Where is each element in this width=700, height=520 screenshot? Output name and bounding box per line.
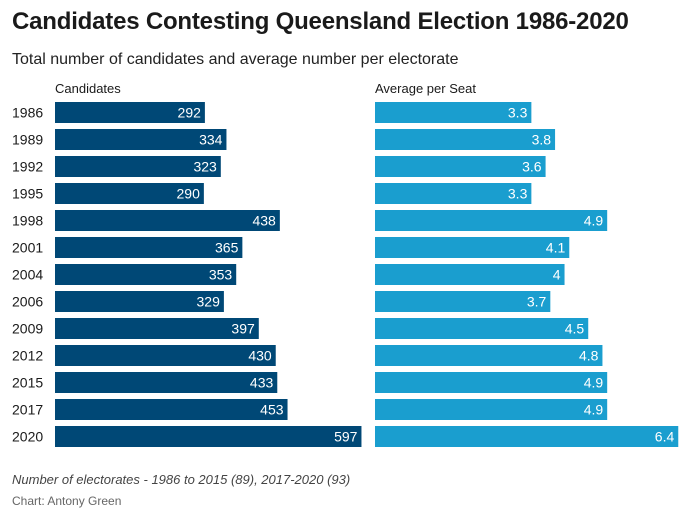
average-value-label: 3.8 [532,132,552,148]
average-value-label: 3.3 [508,105,528,121]
year-tick-label: 2001 [12,240,43,256]
candidates-bar [55,345,276,366]
average-bar [375,399,608,420]
candidates-bar [55,291,224,312]
candidates-bar [55,156,221,177]
average-value-label: 4.9 [584,213,604,229]
candidates-bar [55,318,259,339]
candidates-bar [55,102,205,123]
candidates-value-label: 433 [250,375,274,391]
year-tick-label: 2012 [12,348,43,364]
candidates-value-label: 334 [199,132,223,148]
average-bar [375,102,532,123]
year-tick-label: 2009 [12,321,43,337]
year-tick-label: 1986 [12,105,43,121]
average-value-label: 3.7 [527,294,547,310]
candidates-bar [55,210,280,231]
candidates-value-label: 453 [260,402,284,418]
year-tick-label: 2020 [12,429,43,445]
average-bar [375,129,556,150]
average-value-label: 4.8 [579,348,599,364]
candidates-bar [55,399,288,420]
average-value-label: 3.3 [508,186,528,202]
average-value-label: 4.9 [584,375,604,391]
average-value-label: 3.6 [522,159,542,175]
year-tick-label: 1989 [12,132,43,148]
year-tick-label: 2015 [12,375,43,391]
year-tick-label: 1992 [12,159,43,175]
candidates-bar [55,129,227,150]
candidates-bar [55,183,204,204]
average-value-label: 4.5 [565,321,585,337]
candidates-bar [55,372,278,393]
candidates-value-label: 292 [178,105,202,121]
average-bar [375,345,603,366]
candidates-value-label: 438 [252,213,276,229]
candidates-bar [55,264,237,285]
chart-credit: Chart: Antony Green [12,494,122,508]
candidates-value-label: 290 [177,186,201,202]
chart-subtitle: Total number of candidates and average n… [12,51,459,68]
average-bar [375,264,565,285]
average-bar [375,318,589,339]
average-bar [375,183,532,204]
candidates-bar [55,426,362,447]
candidates-value-label: 597 [334,429,358,445]
average-bar [375,210,608,231]
candidates-value-label: 329 [197,294,221,310]
average-value-label: 4.9 [584,402,604,418]
candidates-bar [55,237,243,258]
chart-footnote: Number of electorates - 1986 to 2015 (89… [12,472,351,487]
average-value-label: 6.4 [655,429,675,445]
candidates-value-label: 397 [231,321,255,337]
average-bar [375,156,546,177]
candidates-value-label: 430 [248,348,272,364]
candidates-value-label: 353 [209,267,233,283]
year-tick-label: 2017 [12,402,43,418]
year-tick-label: 2006 [12,294,43,310]
chart-title: Candidates Contesting Queensland Electio… [12,8,629,35]
average-bar [375,237,570,258]
candidates-panel-header: Candidates [55,81,121,96]
average-bar [375,426,679,447]
candidates-value-label: 323 [193,159,217,175]
year-tick-label: 2004 [12,267,43,283]
year-tick-label: 1995 [12,186,43,202]
average-panel-header: Average per Seat [375,81,476,96]
average-value-label: 4 [553,267,561,283]
average-bar [375,291,551,312]
year-tick-label: 1998 [12,213,43,229]
average-bar [375,372,608,393]
average-value-label: 4.1 [546,240,566,256]
candidates-value-label: 365 [215,240,239,256]
